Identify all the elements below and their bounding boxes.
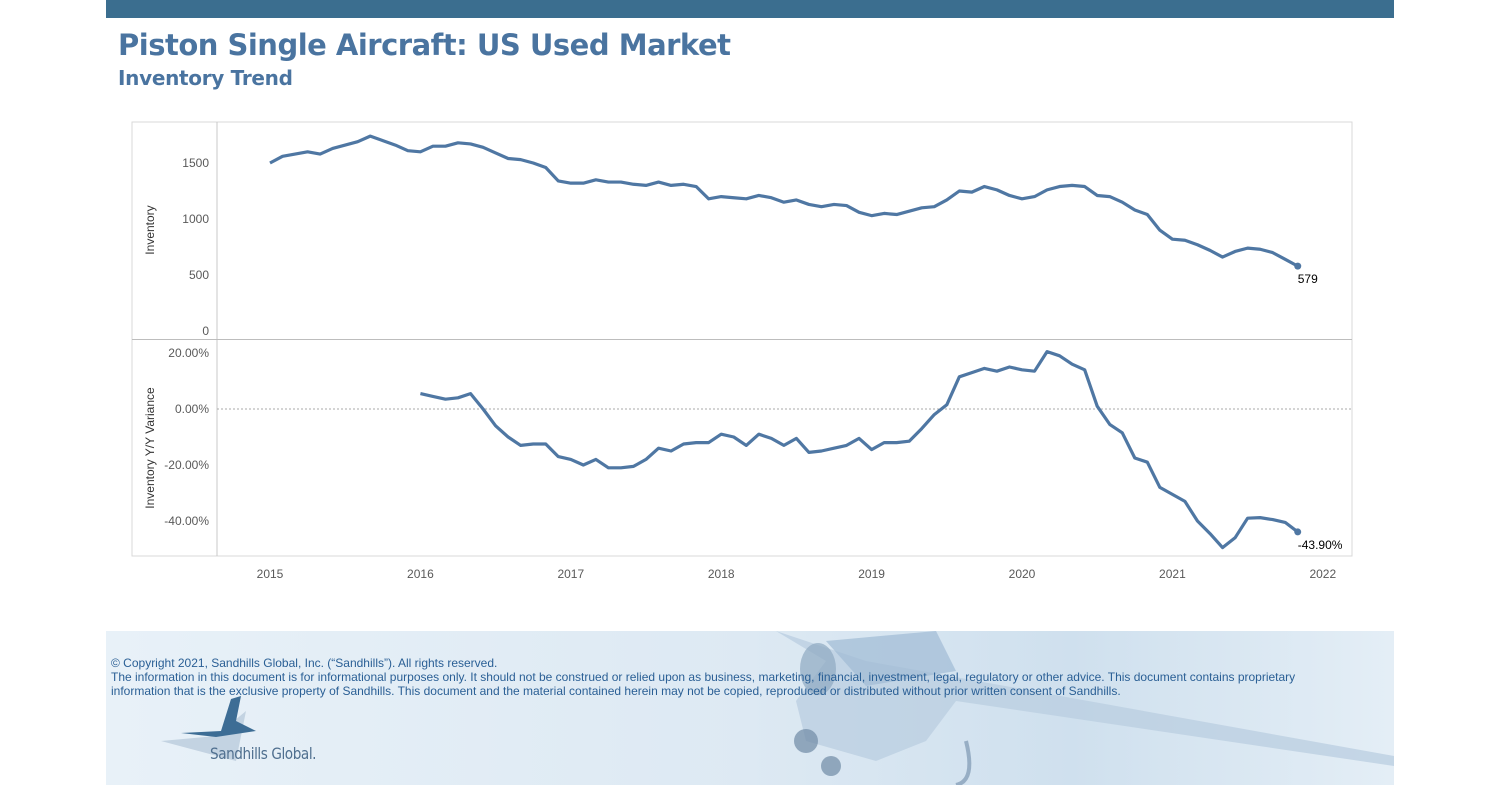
page-subtitle: Inventory Trend (118, 66, 293, 90)
x-tick-label: 2015 (257, 567, 284, 581)
disclaimer-line-2: information that is the exclusive proper… (111, 684, 1121, 698)
x-tick-label: 2016 (407, 567, 434, 581)
footer: © Copyright 2021, Sandhills Global, Inc.… (106, 631, 1394, 785)
end-data-label: 579 (1298, 272, 1318, 286)
x-tick-label: 2017 (557, 567, 584, 581)
y-tick-label: 500 (189, 268, 209, 282)
y-axis-label-variance: Inventory Y/Y Variance (143, 387, 157, 509)
sandhills-crane-logo (161, 696, 256, 761)
x-tick-label: 2021 (1159, 567, 1186, 581)
logo-text: Sandhills Global. (210, 744, 317, 763)
y-tick-label: -20.00% (164, 458, 209, 472)
data-line-1 (420, 350, 1299, 550)
inventory-chart: Inventory Inventory Y/Y Variance 0 500 100… (131, 121, 1353, 581)
y-tick-label: -40.00% (164, 514, 209, 528)
data-line-0 (269, 134, 1299, 268)
x-tick-label: 2022 (1309, 567, 1336, 581)
page-title: Piston Single Aircraft: US Used Market (118, 28, 731, 62)
x-tick-label: 2018 (708, 567, 735, 581)
copyright-text: © Copyright 2021, Sandhills Global, Inc.… (111, 656, 498, 670)
x-tick-label: 2019 (858, 567, 885, 581)
y-axis-label-inventory: Inventory (143, 205, 157, 254)
y-tick-label: 0 (202, 324, 209, 338)
y-tick-label: 20.00% (168, 346, 209, 360)
end-point-marker (1294, 262, 1302, 270)
airplane-image (776, 631, 1394, 785)
disclaimer-line-1: The information in this document is for … (111, 670, 1296, 684)
end-point-marker (1294, 528, 1302, 536)
footer-text: © Copyright 2021, Sandhills Global, Inc.… (111, 656, 1295, 698)
y-tick-label: 1000 (182, 212, 209, 226)
y-tick-label: 0.00% (175, 402, 209, 416)
end-data-label: -43.90% (1298, 538, 1343, 552)
header-bar (106, 0, 1394, 18)
x-tick-label: 2020 (1009, 567, 1036, 581)
y-tick-label: 1500 (182, 156, 209, 170)
